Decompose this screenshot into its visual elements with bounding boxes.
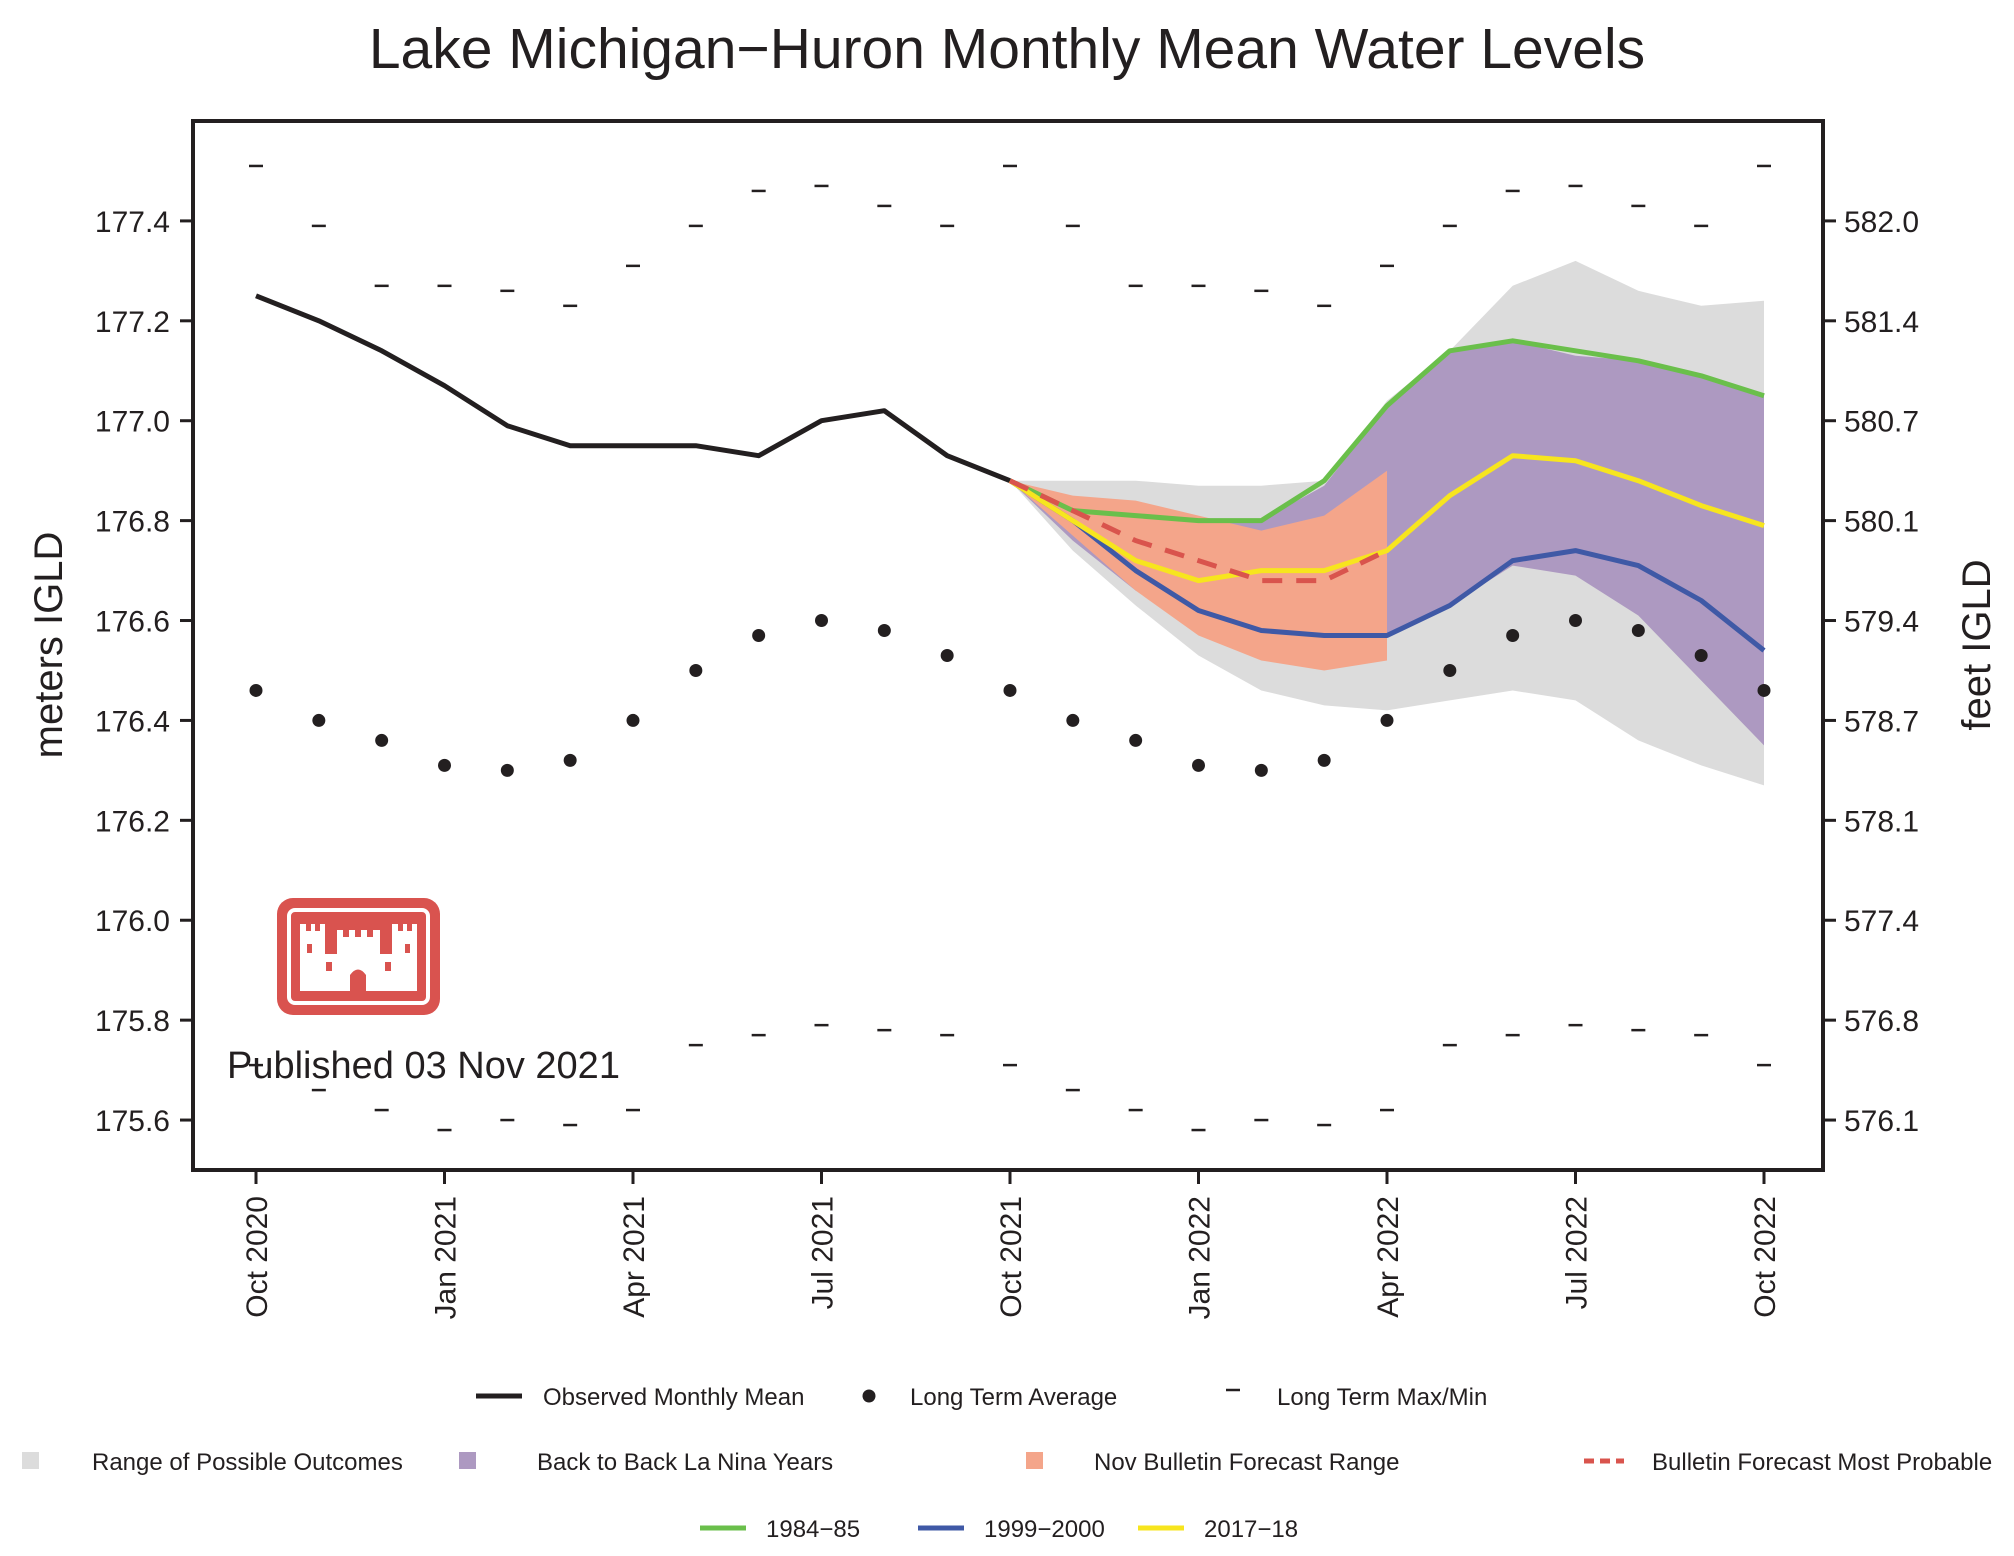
y-tick-label-right: 578.1 [1844,805,1919,838]
x-tick-label: Jul 2021 [807,1196,840,1309]
series-line-3 [1008,453,1765,584]
y-tick-label-left: 177.4 [95,206,170,239]
long-term-average-point [1757,683,1771,697]
long-term-average-point [1066,713,1080,727]
x-tick-label: Jan 2022 [1184,1196,1217,1319]
long-term-average-point [1506,629,1520,643]
y-tick-label-right: 576.8 [1844,1005,1919,1038]
legend-series-3-label: 2017−18 [1204,1516,1298,1543]
long-term-average-point [1694,648,1708,662]
legend-series-1-label: 1984−85 [766,1516,860,1543]
legend-swatch-long-term-average [862,1389,876,1403]
y-tick-label-right: 581.4 [1844,306,1919,339]
legend-range-possible-outcomes-swatch [22,1452,39,1469]
long-term-average-point [1317,753,1331,767]
legend-back-to-back-la-nina-label: Back to Back La Nina Years [537,1449,833,1476]
series-line-1 [1008,338,1765,524]
legend-nov-bulletin-forecast-swatch [1026,1452,1043,1469]
long-term-average-point [500,763,514,777]
long-term-average-point [563,753,577,767]
series-lines [255,293,1766,653]
long-term-average-point [1569,614,1582,628]
long-term-average-point [689,663,703,677]
y-tick-label-right: 582.0 [1844,206,1919,239]
long-term-average-point [375,733,389,747]
published-date: Published 03 Nov 2021 [227,1045,620,1087]
y-tick-label-left: 175.8 [95,1005,170,1038]
y-tick-label-left: 176.6 [95,606,170,639]
x-tick-label: Oct 2020 [241,1196,274,1318]
long-term-average-point [1443,663,1457,677]
y-axis-title-right: feet IGLD [1955,559,1999,730]
shaded-ranges [1010,260,1764,786]
band-nov-bulletin-forecast [1010,470,1387,671]
legend-series-2-label: 1999−2000 [984,1516,1105,1543]
y-tick-label-left: 177.2 [95,306,170,339]
usace-castle-logo [277,898,440,1015]
legend-label-observed: Observed Monthly Mean [543,1384,804,1411]
legend: Observed Monthly Mean Long Term Average Lo… [22,1384,1992,1543]
x-tick-label: Jul 2022 [1561,1196,1594,1309]
y-tick-label-left: 176.2 [95,805,170,838]
y-tick-label-right: 579.4 [1844,606,1919,639]
y-tick-label-left: 176.0 [95,905,170,938]
long-term-average-point [1192,758,1205,772]
long-term-average-point [1380,713,1394,727]
y-tick-label-left: 176.4 [95,705,170,738]
legend-back-to-back-la-nina-swatch [459,1452,476,1469]
long-term-average-point [249,683,263,697]
x-tick-label: Apr 2021 [618,1196,651,1318]
long-term-average-point [438,758,451,772]
long-term-average-point [1631,624,1645,638]
long-term-average-point [626,713,640,727]
long-term-average-point [940,648,954,662]
long-term-average-point [877,624,891,638]
y-tick-label-right: 576.1 [1844,1105,1919,1138]
long-term-average-point [1129,733,1143,747]
long-term-average-point [752,629,766,643]
legend-bulletin-most-probable-label: Bulletin Forecast Most Probable [1652,1449,1992,1476]
x-tick-label: Apr 2022 [1372,1196,1405,1318]
legend-label-max-min: Long Term Max/Min [1277,1384,1487,1411]
y-tick-label-right: 577.4 [1844,905,1919,938]
chart-title: Lake Michigan−Huron Monthly Mean Water L… [369,17,1645,81]
y-tick-label-right: 578.7 [1844,705,1919,738]
x-axis: Oct 2020 Jan 2021 Apr 2021 Jul 2021 Oct 2021… [241,1170,1782,1319]
long-term-average-point [1254,763,1268,777]
y-tick-label-right: 580.1 [1844,506,1919,539]
series-line-2 [1008,478,1766,653]
series-line-bulletin-most-probable [1008,478,1389,584]
left-axis: 175.6 175.8 176.0 176.2 176.4 176.6 176.8 177.0… [95,206,193,1138]
y-tick-label-left: 175.6 [95,1105,170,1138]
y-tick-label-right: 580.7 [1844,406,1919,439]
x-tick-label: Jan 2021 [430,1196,463,1319]
legend-range-possible-outcomes-label: Range of Possible Outcomes [92,1449,403,1476]
y-tick-label-left: 177.0 [95,406,170,439]
long-term-average-point [1003,683,1017,697]
x-tick-label: Oct 2022 [1749,1196,1782,1318]
legend-nov-bulletin-forecast-label: Nov Bulletin Forecast Range [1094,1449,1399,1476]
plot-frame [191,119,1825,1172]
y-tick-label-left: 176.8 [95,506,170,539]
long-term-average-point [815,614,828,628]
series-line-observed-monthly-mean [255,293,1011,484]
y-axis-title-left: meters IGLD [27,532,71,759]
x-tick-label: Oct 2021 [995,1196,1028,1318]
right-axis: 576.1 576.8 577.4 578.1 578.7 579.4 580.1 580.7… [1823,206,1919,1138]
long-term-average-point [312,713,326,727]
long-term-markers [249,164,1771,1132]
legend-label-long-term-average: Long Term Average [910,1384,1117,1411]
